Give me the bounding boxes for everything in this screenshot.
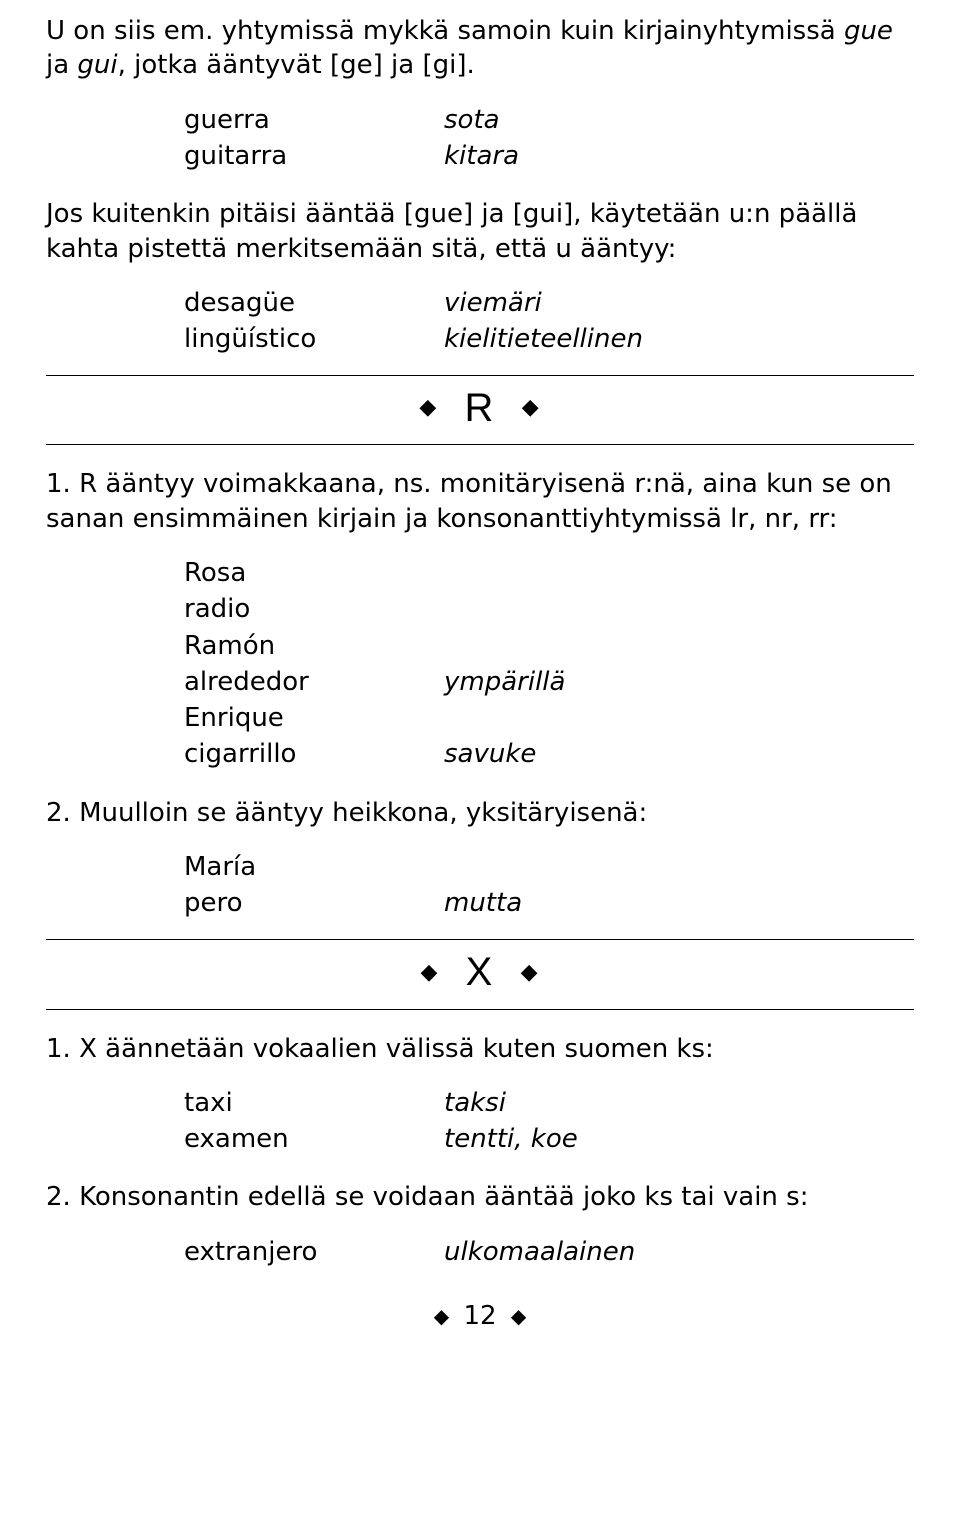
section-header-r: ◆ R ◆ <box>46 376 914 445</box>
exX1-taxi-l: taxi <box>184 1086 444 1120</box>
rule-bottom-x <box>46 1009 914 1010</box>
section-header-x: ◆ X ◆ <box>46 940 914 1009</box>
diamond-icon: ◆ <box>522 393 541 422</box>
exR1-radio: radio <box>184 592 444 626</box>
exR1-alrededor-l: alrededor <box>184 665 444 699</box>
p1-i2: gui <box>77 50 117 80</box>
exR2-pero-l: pero <box>184 886 444 920</box>
r-paragraph-2: 2. Muulloin se ääntyy heikkona, yksitäry… <box>46 796 914 830</box>
ex1-guerra-r: sota <box>444 103 914 137</box>
exR1-enrique: Enrique <box>184 701 444 735</box>
exR1-rosa: Rosa <box>184 556 444 590</box>
rule-bottom-r <box>46 444 914 445</box>
diamond-icon: ◆ <box>521 958 540 987</box>
x-example-block-2: extranjero ulkomaalainen <box>184 1235 914 1269</box>
ex2-lingu-l: lingüístico <box>184 322 444 356</box>
x-example-block-1: taxi taksi examen tentti, koe <box>184 1086 914 1157</box>
exR1-cigarrillo-l: cigarrillo <box>184 737 444 771</box>
page-number: 12 <box>463 1301 496 1331</box>
r-example-block-1: Rosa radio Ramón alrededor ympärillä Enr… <box>184 556 914 772</box>
paragraph-2: Jos kuitenkin pitäisi ääntää [gue] ja [g… <box>46 197 914 266</box>
exX1-examen-l: examen <box>184 1122 444 1156</box>
exX1-examen-r: tentti, koe <box>444 1122 914 1156</box>
r-paragraph-1: 1. R ääntyy voimakkaana, ns. monitäryise… <box>46 467 914 536</box>
section-letter-r: R <box>465 382 496 435</box>
p1-i1: gue <box>844 16 893 46</box>
exX1-taxi-r: taksi <box>444 1086 914 1120</box>
section-letter-x: X <box>466 946 495 999</box>
example-block-1: guerra sota guitarra kitara <box>184 103 914 174</box>
example-block-2: desagüe viemäri lingüístico kielitieteel… <box>184 286 914 357</box>
ex2-lingu-r: kielitieteellinen <box>444 322 914 356</box>
exX2-extranjero-l: extranjero <box>184 1235 444 1269</box>
diamond-icon: ◆ <box>420 958 439 987</box>
p1-pre: U on siis em. yhtymissä mykkä samoin kui… <box>46 16 844 46</box>
ex2-desague-l: desagüe <box>184 286 444 320</box>
ex1-guitarra-l: guitarra <box>184 139 444 173</box>
exR2-maria: María <box>184 850 444 884</box>
exR1-cigarrillo-r: savuke <box>444 737 914 771</box>
ex1-guitarra-r: kitara <box>444 139 914 173</box>
x-paragraph-2: 2. Konsonantin edellä se voidaan ääntää … <box>46 1180 914 1214</box>
p1-mid1: ja <box>46 50 77 80</box>
exR1-alrededor-r: ympärillä <box>444 665 914 699</box>
ex2-desague-r: viemäri <box>444 286 914 320</box>
exR2-pero-r: mutta <box>444 886 914 920</box>
exR1-ramon: Ramón <box>184 629 444 663</box>
diamond-icon: ◆ <box>511 1304 526 1328</box>
intro-paragraph: U on siis em. yhtymissä mykkä samoin kui… <box>46 14 914 83</box>
exX2-extranjero-r: ulkomaalainen <box>444 1235 914 1269</box>
p1-mid2: , jotka ääntyvät [ge] ja [gi]. <box>118 50 475 80</box>
r-example-block-2: María pero mutta <box>184 850 914 921</box>
x-paragraph-1: 1. X äännetään vokaalien välissä kuten s… <box>46 1032 914 1066</box>
ex1-guerra-l: guerra <box>184 103 444 137</box>
page-footer: ◆ 12 ◆ <box>46 1299 914 1333</box>
diamond-icon: ◆ <box>434 1304 449 1328</box>
diamond-icon: ◆ <box>419 393 438 422</box>
